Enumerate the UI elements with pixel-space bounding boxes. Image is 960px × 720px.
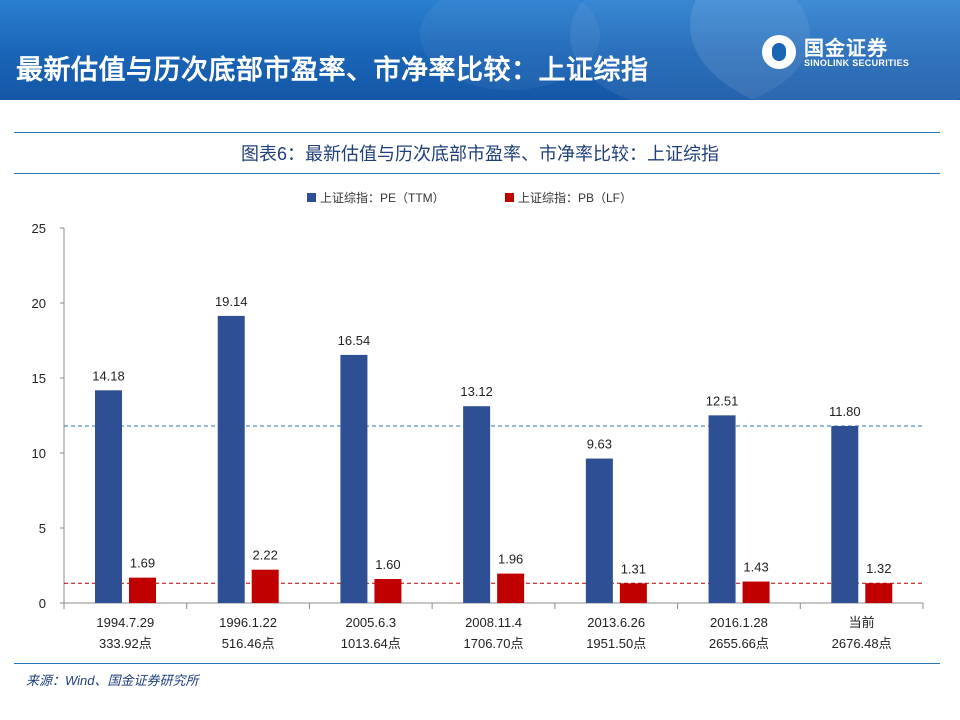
- y-tick-label: 5: [39, 521, 46, 536]
- pb-bar: [865, 583, 893, 603]
- pb-bar: [742, 581, 770, 603]
- pe-bar: [708, 415, 736, 603]
- pb-value-label: 1.31: [621, 561, 646, 576]
- x-category-date: 2008.11.4: [465, 615, 522, 630]
- y-tick-label: 0: [39, 596, 46, 611]
- footer-rule: [14, 663, 940, 664]
- pe-bar: [217, 315, 245, 603]
- pe-value-label: 13.12: [460, 384, 493, 399]
- y-tick-label: 10: [32, 446, 46, 461]
- x-category-index-level: 333.92点: [99, 636, 152, 651]
- pe-value-label: 11.80: [829, 404, 861, 419]
- x-category-index-level: 1706.70点: [464, 636, 524, 651]
- pe-value-label: 16.54: [338, 333, 371, 348]
- legend-swatch: [505, 193, 514, 202]
- legend-swatch: [307, 193, 316, 202]
- x-category-index-level: 1951.50点: [586, 636, 646, 651]
- pb-value-label: 1.32: [866, 561, 891, 576]
- banner-decoration: [690, 0, 960, 100]
- logo-icon: [762, 35, 796, 69]
- pb-bar: [497, 573, 525, 603]
- pb-value-label: 1.43: [743, 560, 768, 575]
- title-bottom-rule: [14, 173, 940, 174]
- banner-decoration: [420, 0, 600, 90]
- x-category-date: 1996.1.22: [219, 615, 277, 630]
- pe-bar: [585, 458, 613, 603]
- pb-value-label: 1.96: [498, 552, 523, 567]
- pb-value-label: 1.69: [130, 556, 155, 571]
- x-category-date: 2013.6.26: [587, 615, 645, 630]
- x-category-index-level: 2655.66点: [709, 636, 769, 651]
- x-category-date: 2016.1.28: [710, 615, 768, 630]
- title-top-rule: [14, 132, 940, 133]
- pb-bar: [251, 569, 279, 603]
- x-category-index-level: 1013.64点: [341, 636, 401, 651]
- legend-label: 上证综指：PE（TTM）: [320, 190, 445, 205]
- y-tick-label: 25: [32, 221, 46, 236]
- pe-bar: [340, 354, 368, 603]
- pe-bar: [95, 390, 122, 603]
- pb-bar: [129, 577, 156, 603]
- pb-value-label: 2.22: [253, 548, 278, 563]
- page-title: 最新估值与历次底部市盈率、市净率比较：上证综指: [16, 55, 649, 85]
- pe-value-label: 9.63: [587, 437, 612, 452]
- pb-bar: [374, 579, 402, 603]
- pe-value-label: 14.18: [92, 368, 125, 383]
- bar-chart: 上证综指：PE（TTM） 上证综指：PB（LF） 0 5 10 15 20 25 14.18 1.…: [32, 190, 924, 651]
- header-banner: 最新估值与历次底部市盈率、市净率比较：上证综指 国金证券 SINOLINK SE…: [0, 0, 960, 100]
- y-tick-label: 15: [32, 371, 46, 386]
- x-category-date: 2005.6.3: [345, 615, 396, 630]
- pe-bar: [831, 426, 859, 603]
- logo-text-en: SINOLINK SECURITIES: [804, 58, 910, 68]
- source-note: 来源：Wind、国金证券研究所: [26, 673, 199, 688]
- x-category-index-level: 2676.48点: [832, 636, 892, 651]
- company-logo: 国金证券 SINOLINK SECURITIES: [762, 32, 942, 76]
- y-tick-label: 20: [32, 296, 46, 311]
- pe-bar: [463, 406, 491, 603]
- pb-bar: [619, 583, 647, 603]
- pe-value-label: 12.51: [706, 393, 739, 408]
- x-category-date: 当前: [849, 615, 875, 630]
- legend-label: 上证综指：PB（LF）: [518, 190, 632, 205]
- x-category-index-level: 516.46点: [222, 636, 275, 651]
- pb-value-label: 1.60: [375, 557, 400, 572]
- x-category-date: 1994.7.29: [96, 615, 154, 630]
- pe-value-label: 19.14: [215, 294, 248, 309]
- logo-text-cn: 国金证券: [804, 38, 888, 60]
- chart-title: 图表6：最新估值与历次底部市盈率、市净率比较：上证综指: [240, 144, 719, 164]
